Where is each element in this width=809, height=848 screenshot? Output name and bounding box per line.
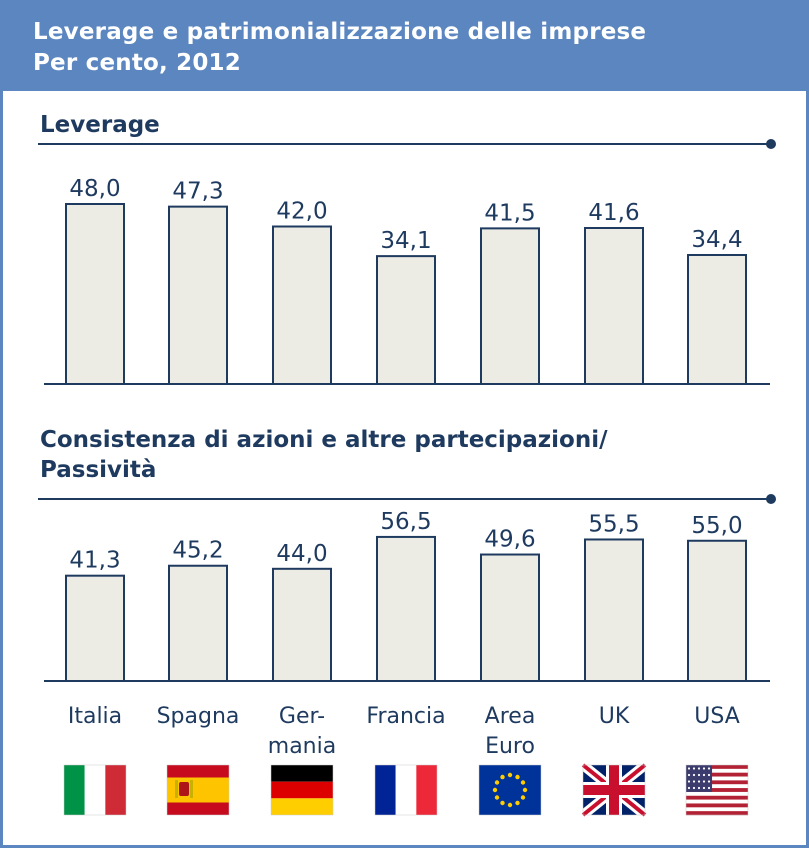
- bar-leverage-6: [687, 254, 747, 385]
- data-label: 45,2: [172, 538, 223, 564]
- category-label: Ger-: [279, 704, 325, 729]
- category-label: UK: [599, 704, 630, 729]
- bar-equity-liabilities-3: [376, 535, 436, 682]
- bar-equity-liabilities-1: [168, 564, 228, 682]
- data-label: 49,6: [484, 527, 535, 553]
- chart-title: Passività: [40, 457, 156, 483]
- header: Leverage e patrimonializzazione delle im…: [3, 3, 806, 91]
- spain-flag-icon: [166, 764, 230, 816]
- category-label: Area: [485, 704, 536, 729]
- uk-flag-icon: [579, 761, 649, 819]
- bar-equity-liabilities-2: [272, 567, 332, 682]
- data-label: 47,3: [172, 179, 223, 205]
- france-flag-icon: [374, 764, 438, 816]
- usa-flag-icon: [685, 764, 749, 816]
- data-label: 44,0: [276, 541, 327, 567]
- data-label: 48,0: [69, 176, 120, 202]
- data-label: 55,0: [691, 513, 742, 539]
- bar-leverage-2: [272, 225, 332, 385]
- category-label: USA: [694, 704, 740, 729]
- data-label: 56,5: [380, 509, 431, 535]
- data-label: 41,3: [69, 548, 120, 574]
- bar-leverage-4: [480, 227, 540, 385]
- data-label: 41,6: [588, 200, 639, 226]
- title-rule-dot: [766, 494, 776, 504]
- category-label: mania: [268, 734, 336, 759]
- data-label: 41,5: [484, 200, 535, 226]
- data-label: 42,0: [276, 199, 327, 225]
- eu-flag-icon: [478, 764, 542, 816]
- bar-equity-liabilities-4: [480, 553, 540, 683]
- title-rule-dot: [766, 139, 776, 149]
- bar-equity-liabilities-5: [584, 538, 644, 682]
- category-labels: Italia Spagna Ger-mania Francia Area Euro UK US…: [68, 704, 740, 759]
- bar-equity-liabilities-0: [65, 574, 125, 682]
- bar-equity-liabilities-6: [687, 539, 747, 682]
- category-label: Francia: [366, 704, 445, 729]
- page-title: Leverage e patrimonializzazione delle im…: [33, 19, 647, 45]
- bar-leverage-5: [584, 227, 644, 385]
- bar-leverage-0: [65, 203, 125, 385]
- category-label: Italia: [68, 704, 122, 729]
- chart-title: Consistenza di azioni e altre partecipaz…: [40, 427, 608, 453]
- bar-leverage-3: [376, 255, 436, 385]
- leverage-chart: Leverage 48,0 47,3 42,0 34,1 41,5 41,6 34,4: [38, 112, 776, 385]
- data-label: 55,5: [588, 511, 639, 537]
- category-label: Spagna: [157, 704, 240, 729]
- germany-flag-icon: [270, 764, 334, 816]
- bar-leverage-1: [168, 205, 228, 385]
- page-subtitle: Per cento, 2012: [33, 50, 241, 76]
- italy-flag-icon: [63, 764, 127, 816]
- equity-liabilities-chart: Consistenza di azioni e altre partecipaz…: [38, 427, 776, 683]
- category-label: Euro: [485, 734, 535, 759]
- data-label: 34,1: [380, 228, 431, 254]
- data-label: 34,4: [691, 227, 742, 253]
- chart-title: Leverage: [40, 112, 160, 138]
